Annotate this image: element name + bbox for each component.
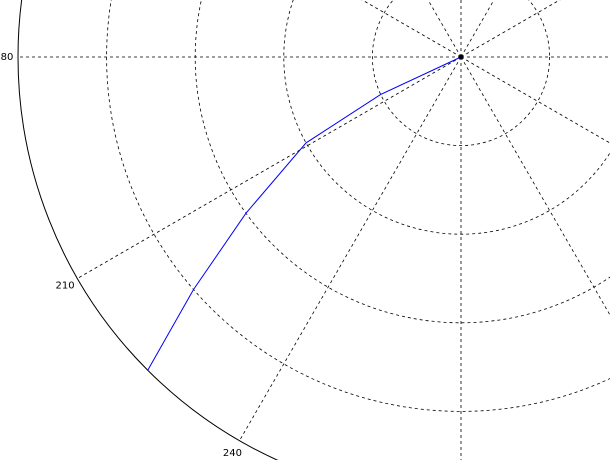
outer-frame: [17, 0, 279, 460]
theta-tick-label: 180: [0, 52, 13, 63]
data-line: [147, 56, 462, 371]
grid-ring: [194, 0, 610, 324]
theta-tick-label: 210: [56, 281, 75, 292]
grid-spoke: [427, 0, 462, 58]
grid-spoke: [361, 0, 462, 58]
center-marker: [458, 54, 464, 60]
grid-spoke: [460, 0, 561, 58]
grid-ring: [106, 0, 610, 412]
grid-spoke: [460, 56, 610, 316]
grid-ring: [372, 0, 550, 146]
grid-ring: [283, 0, 610, 235]
grid-spoke: [239, 56, 462, 441]
grid-spoke: [460, 56, 610, 144]
grid-spoke: [77, 56, 462, 279]
theta-tick-label: 240: [223, 448, 242, 459]
